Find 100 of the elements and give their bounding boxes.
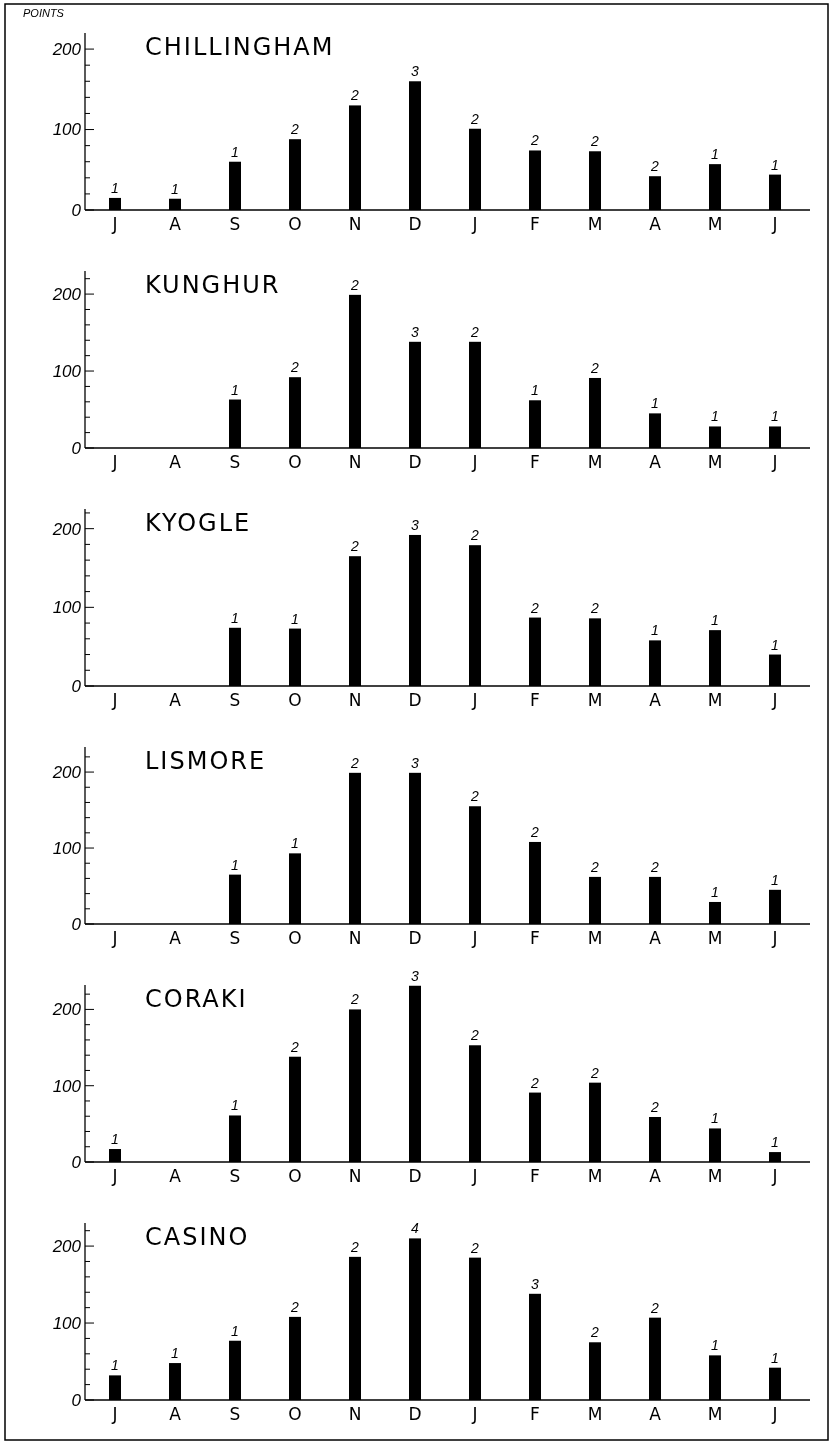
y-tick-label: 100 bbox=[52, 598, 82, 618]
annotation: 2 bbox=[350, 87, 360, 104]
annotation: 1 bbox=[711, 408, 719, 425]
x-tick-label: O bbox=[288, 1166, 302, 1186]
annotation: 1 bbox=[711, 146, 719, 163]
annotation: 2 bbox=[470, 1027, 480, 1044]
x-tick-label: F bbox=[530, 690, 540, 710]
annotation: 1 bbox=[111, 1357, 119, 1374]
annotation: 2 bbox=[530, 599, 540, 616]
annotation: 1 bbox=[171, 180, 179, 197]
annotation: 2 bbox=[530, 823, 540, 840]
annotation: 1 bbox=[531, 382, 539, 399]
y-tick-label: 0 bbox=[71, 1152, 82, 1172]
x-tick-label: M bbox=[587, 452, 603, 472]
annotation: 2 bbox=[350, 276, 360, 293]
x-tick-label: A bbox=[169, 452, 182, 472]
annotation: 2 bbox=[350, 1238, 360, 1255]
x-tick-label: N bbox=[348, 452, 362, 472]
x-tick-label: F bbox=[530, 1166, 540, 1186]
x-tick-label: F bbox=[530, 214, 540, 234]
x-tick-label: M bbox=[707, 214, 723, 234]
x-tick-label: A bbox=[169, 214, 182, 234]
annotation: 2 bbox=[530, 132, 540, 149]
annotation: 1 bbox=[711, 612, 719, 629]
annotation: 2 bbox=[290, 121, 300, 138]
x-tick-label: A bbox=[169, 690, 182, 710]
x-tick-label: J bbox=[471, 452, 478, 472]
x-tick-label: J bbox=[771, 1404, 778, 1424]
annotation: 1 bbox=[771, 156, 779, 173]
x-tick-label: S bbox=[229, 1166, 241, 1186]
y-tick-label: 100 bbox=[52, 361, 82, 381]
x-tick-label: J bbox=[471, 1166, 478, 1186]
annotation: 2 bbox=[470, 1239, 480, 1256]
y-tick-label: 0 bbox=[71, 438, 82, 458]
annotation: 2 bbox=[590, 359, 600, 376]
x-tick-label: A bbox=[169, 928, 182, 948]
annotation: 1 bbox=[291, 610, 299, 627]
x-tick-label: O bbox=[288, 690, 302, 710]
chart-title: LISMORE bbox=[145, 747, 267, 775]
annotation: 2 bbox=[590, 133, 600, 150]
x-tick-label: O bbox=[288, 1404, 302, 1424]
x-tick-label: D bbox=[408, 452, 422, 472]
x-tick-label: J bbox=[111, 928, 118, 948]
x-tick-label: J bbox=[471, 690, 478, 710]
y-tick-label: 0 bbox=[71, 914, 82, 934]
x-tick-label: N bbox=[348, 1404, 362, 1424]
x-tick-label: D bbox=[408, 214, 422, 234]
x-tick-label: M bbox=[587, 1404, 603, 1424]
chart-title: KYOGLE bbox=[145, 509, 252, 537]
x-tick-label: M bbox=[587, 690, 603, 710]
x-tick-label: O bbox=[288, 214, 302, 234]
x-tick-label: A bbox=[169, 1404, 182, 1424]
annotation: 2 bbox=[290, 1298, 300, 1315]
x-tick-label: J bbox=[111, 1166, 118, 1186]
x-tick-label: J bbox=[471, 928, 478, 948]
annotation: 2 bbox=[650, 1098, 660, 1115]
annotation: 1 bbox=[231, 1097, 239, 1114]
annotation: 2 bbox=[350, 538, 360, 555]
annotation: 3 bbox=[411, 63, 420, 80]
x-tick-label: J bbox=[771, 214, 778, 234]
annotation: 2 bbox=[530, 1074, 540, 1091]
annotation: 2 bbox=[590, 1064, 600, 1081]
x-tick-label: A bbox=[169, 1166, 182, 1186]
y-tick-label: 100 bbox=[52, 120, 82, 140]
x-tick-label: J bbox=[111, 690, 118, 710]
x-tick-label: N bbox=[348, 214, 362, 234]
x-tick-label: A bbox=[649, 214, 662, 234]
annotation: 1 bbox=[171, 1345, 179, 1362]
x-tick-label: N bbox=[348, 690, 362, 710]
annotation: 2 bbox=[290, 1038, 300, 1055]
x-tick-label: O bbox=[288, 452, 302, 472]
x-tick-label: A bbox=[649, 452, 662, 472]
y-tick-label: 200 bbox=[51, 763, 82, 783]
y-tick-label: 0 bbox=[71, 676, 82, 696]
y-tick-label: 0 bbox=[71, 1390, 82, 1410]
annotation: 2 bbox=[350, 991, 360, 1008]
x-tick-label: J bbox=[771, 452, 778, 472]
annotation: 1 bbox=[231, 856, 239, 873]
annotation: 1 bbox=[231, 609, 239, 626]
y-tick-label: 200 bbox=[51, 40, 82, 60]
y-tick-label: 200 bbox=[51, 1000, 82, 1020]
x-tick-label: O bbox=[288, 928, 302, 948]
x-tick-label: S bbox=[229, 690, 241, 710]
x-tick-label: J bbox=[771, 1166, 778, 1186]
y-tick-label: 0 bbox=[71, 200, 82, 220]
annotation: 2 bbox=[470, 110, 480, 127]
annotation: 2 bbox=[650, 158, 660, 175]
y-tick-label: 200 bbox=[51, 519, 82, 539]
x-tick-label: J bbox=[771, 928, 778, 948]
annotation: 1 bbox=[711, 1110, 719, 1127]
annotation: 1 bbox=[711, 883, 719, 900]
x-tick-label: M bbox=[587, 928, 603, 948]
x-tick-label: F bbox=[530, 928, 540, 948]
annotation: 3 bbox=[411, 516, 420, 533]
x-tick-label: A bbox=[649, 1166, 662, 1186]
x-tick-label: M bbox=[707, 1404, 723, 1424]
annotation: 1 bbox=[771, 871, 779, 888]
x-tick-label: J bbox=[111, 214, 118, 234]
annotation: 1 bbox=[231, 143, 239, 160]
x-tick-label: S bbox=[229, 1404, 241, 1424]
